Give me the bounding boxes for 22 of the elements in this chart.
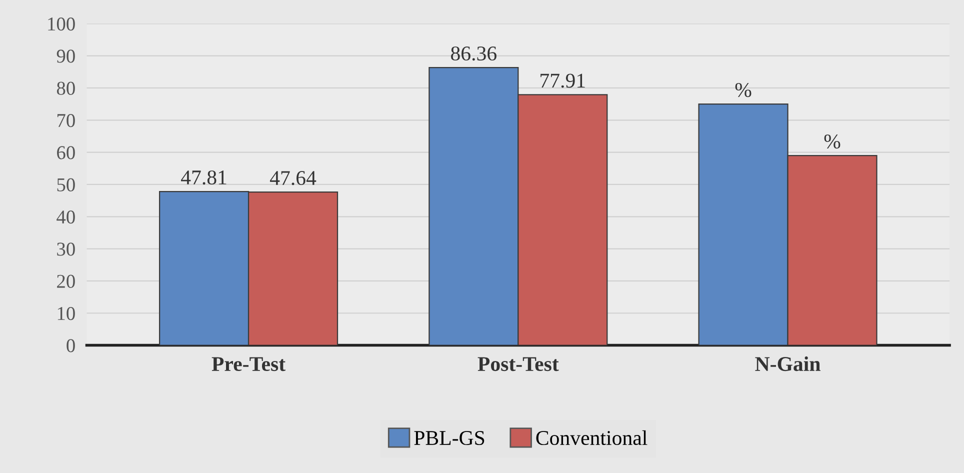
y-tick-label: 10 — [58, 306, 75, 320]
y-tick-label: 100 — [48, 17, 75, 31]
data-label: 47.64 — [270, 171, 316, 186]
data-label: 77.91 — [540, 74, 585, 88]
y-tick-label: 60 — [57, 146, 75, 160]
x-tick-label: Post-Test — [478, 357, 559, 372]
y-tick-label: 40 — [56, 210, 75, 224]
x-tick-label: N-Gain — [755, 356, 820, 372]
y-tick-label: 70 — [57, 114, 75, 128]
data-label: % — [824, 134, 840, 149]
y-tick-label: 30 — [57, 242, 75, 256]
legend-label: Conventional — [536, 430, 648, 446]
y-tick-label: 50 — [57, 178, 75, 192]
y-tick-label: 0 — [66, 339, 75, 352]
y-tick-label: 20 — [57, 274, 75, 288]
legend-label: PBL-GS — [414, 431, 484, 446]
x-tick-label: Pre-Test — [212, 357, 286, 372]
y-tick-label: 80 — [56, 82, 75, 95]
data-label: % — [735, 82, 752, 98]
data-label: 47.81 — [181, 170, 226, 185]
data-label: 86.36 — [451, 46, 496, 61]
y-tick-label: 90 — [56, 50, 75, 63]
